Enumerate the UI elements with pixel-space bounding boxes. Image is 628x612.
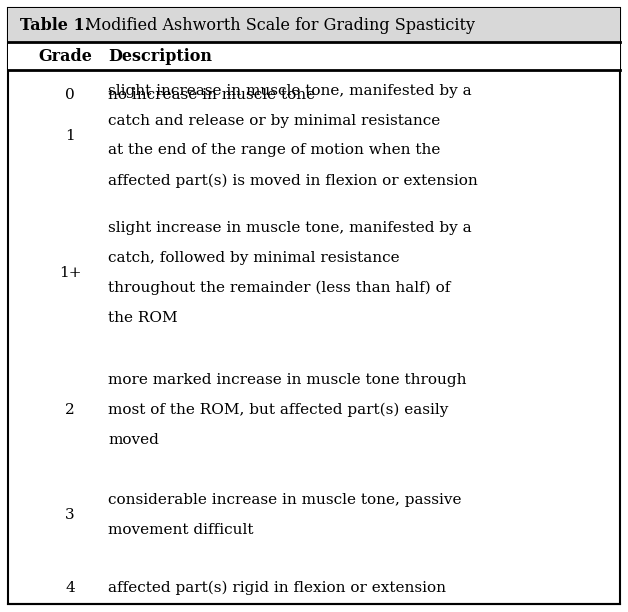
Text: 1+: 1+ — [59, 266, 81, 280]
Text: Modified Ashworth Scale for Grading Spasticity: Modified Ashworth Scale for Grading Spas… — [80, 17, 475, 34]
Text: Description: Description — [108, 48, 212, 64]
Bar — [8, 8, 620, 42]
Text: affected part(s) rigid in flexion or extension: affected part(s) rigid in flexion or ext… — [108, 581, 446, 595]
Text: 0: 0 — [65, 88, 75, 102]
Text: 4: 4 — [65, 581, 75, 595]
Text: no increase in muscle tone: no increase in muscle tone — [108, 88, 315, 102]
Text: considerable increase in muscle tone, passive
movement difficult: considerable increase in muscle tone, pa… — [108, 493, 462, 537]
Text: 3: 3 — [65, 508, 75, 522]
Text: 1: 1 — [65, 129, 75, 143]
Text: slight increase in muscle tone, manifested by a
catch and release or by minimal : slight increase in muscle tone, manifest… — [108, 84, 478, 188]
Text: Grade: Grade — [38, 48, 92, 64]
Text: Table 1.: Table 1. — [20, 17, 90, 34]
Text: slight increase in muscle tone, manifested by a
catch, followed by minimal resis: slight increase in muscle tone, manifest… — [108, 221, 472, 325]
Text: more marked increase in muscle tone through
most of the ROM, but affected part(s: more marked increase in muscle tone thro… — [108, 373, 467, 447]
Text: 2: 2 — [65, 403, 75, 417]
Bar — [8, 42, 620, 70]
